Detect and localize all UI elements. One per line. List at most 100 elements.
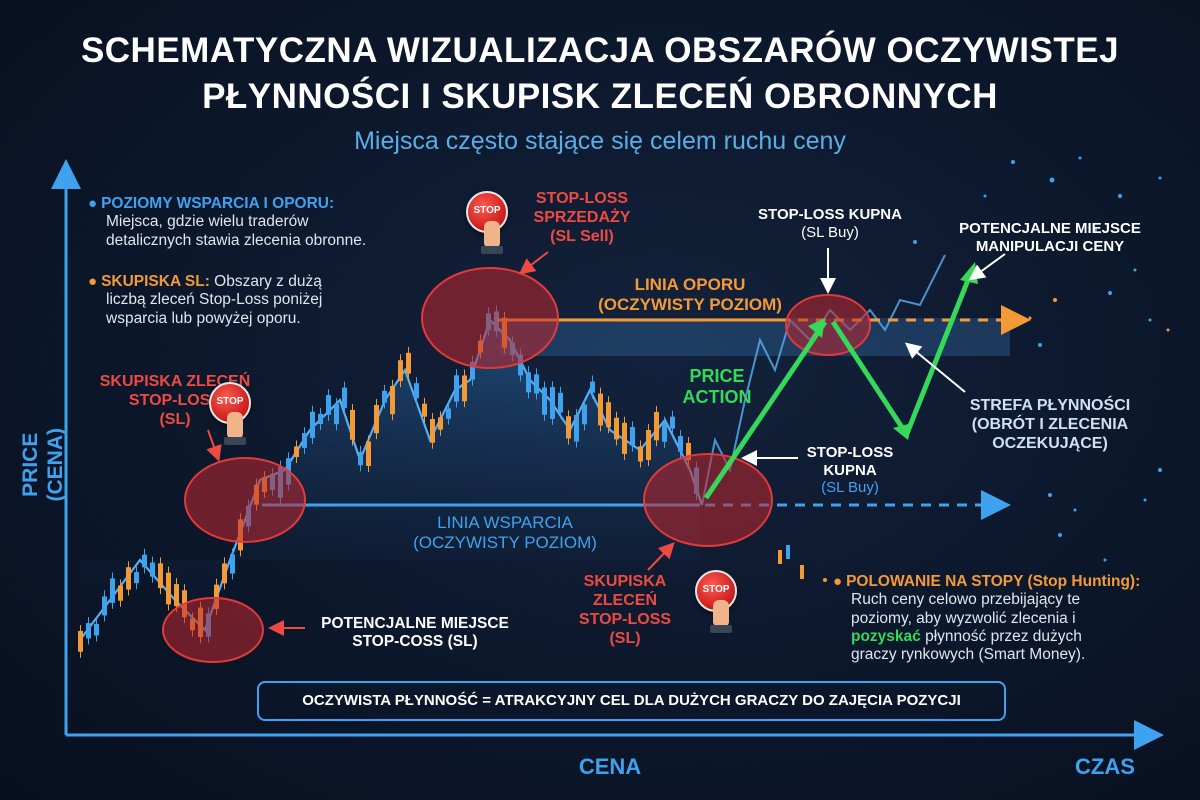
candle-body	[390, 385, 395, 415]
candle-body	[778, 550, 782, 564]
legend-levels-line-2: detalicznych stawia zlecenia obronne.	[106, 231, 367, 249]
candle-body	[230, 554, 235, 574]
candle-body	[662, 422, 667, 442]
title-line-2: PŁYNNOŚCI I SKUPISK ZLECEŃ OBRONNYCH	[202, 77, 998, 116]
label-potential-sl-2: STOP-COSS (SL)	[352, 633, 478, 651]
arrow-sl-cluster-bottom	[647, 542, 675, 571]
candle-body	[158, 563, 163, 589]
candle-body	[430, 419, 435, 443]
label-price-action: PRICE ACTION	[672, 366, 762, 408]
candle-body	[518, 354, 523, 376]
sl-zone-resistance-break	[785, 294, 871, 356]
candle-body	[102, 596, 107, 616]
decorative-dots-orange	[823, 298, 1170, 582]
stop-button-text: STOP	[216, 396, 244, 407]
candle-body	[302, 433, 307, 448]
banner-box	[257, 681, 1006, 721]
sl-zone-bottom-left	[162, 597, 264, 663]
sl-zone-support-break	[643, 453, 773, 547]
candle-body	[630, 427, 635, 446]
arrow-liquidity-zone	[904, 342, 966, 393]
candle-body	[638, 446, 643, 462]
subtitle: Miejsca często stające się celem ruchu c…	[354, 127, 846, 155]
candle-body	[558, 392, 563, 413]
hand-cuff-icon	[481, 246, 503, 254]
arrow-manipulation	[968, 253, 1006, 281]
candle-body	[622, 422, 627, 454]
candle-body	[454, 375, 459, 402]
label-price-action-1: PRICE	[689, 366, 745, 386]
candle-body	[470, 361, 475, 380]
candle-body	[406, 352, 411, 374]
candle-body	[646, 429, 651, 460]
legend-sl-line-3: wsparcia lub powyżej oporu.	[106, 309, 301, 327]
candle-body	[534, 374, 539, 394]
candle-body	[582, 404, 587, 425]
candle-body	[222, 563, 227, 584]
legend-item-sl: ● SKUPISKA SL: Obszary z dużą liczbą zlec…	[88, 273, 323, 327]
label-sl-buy-top-2: (SL Buy)	[801, 223, 859, 241]
candle-body	[786, 545, 790, 559]
hand-pointer-icon	[713, 600, 729, 626]
candle-body	[462, 375, 467, 402]
label-potential-sl: POTENCJALNE MIEJSCE STOP-COSS (SL)	[305, 615, 525, 652]
label-sl-buy-top: STOP-LOSS KUPNA (SL Buy)	[740, 206, 920, 241]
arrow-sl-sell	[518, 251, 549, 275]
stop-hunting-line-2: poziomy, aby wyzwolić zlecenia i	[851, 609, 1076, 627]
candle-body	[310, 411, 315, 438]
decorative-dots	[913, 156, 1162, 562]
legend-item-levels: ● POZIOMY WSPARCIA I OPORU: Miejsca, gdzi…	[88, 195, 367, 249]
x-axis-label-center: CENA	[578, 754, 642, 779]
candle-body	[566, 416, 571, 439]
candle-body	[598, 393, 603, 426]
candle-body	[446, 408, 451, 419]
candle-body	[318, 413, 323, 424]
candle-body	[94, 623, 99, 636]
candle-body	[590, 381, 595, 393]
banner-text: OCZYWISTA PŁYNNOŚĆ = ATRAKCYJNY CEL DLA …	[302, 692, 961, 709]
hand-pointer-icon	[484, 221, 500, 247]
hand-cuff-icon	[224, 437, 246, 445]
candle-body	[214, 584, 219, 609]
candle-body	[366, 441, 371, 466]
green-arrowhead-3	[960, 262, 978, 284]
label-manipulation-2: MANIPULACJI CENY	[975, 237, 1125, 255]
label-sl-cluster-bottom-2: ZLECEŃ	[593, 591, 657, 609]
label-liquidity-zone-2: (OBRÓT I ZLECENIA	[971, 415, 1129, 433]
label-resistance-line: LINIA OPORU (OCZYWISTY POZIOM)	[585, 275, 795, 315]
label-sl-buy-mid-3: (SL Buy)	[821, 479, 879, 497]
label-resistance-line-1: LINIA OPORU	[634, 275, 746, 294]
green-move-down	[830, 320, 908, 434]
label-sl-cluster-bottom: SKUPISKA ZLECEŃ STOP-LOSS (SL)	[575, 573, 675, 649]
candle-body	[678, 436, 683, 452]
candle-body	[350, 409, 355, 440]
candle-body	[574, 414, 579, 442]
candle-body	[110, 578, 115, 603]
candle-body	[294, 446, 299, 457]
stop-hunting-line-1: Ruch ceny celowo przebijający te	[851, 591, 1081, 609]
label-price-action-2: ACTION	[682, 387, 752, 408]
label-manipulation-1: POTENCJALNE MIEJSCE	[959, 220, 1141, 237]
green-move-up-2	[903, 269, 975, 437]
candle-body	[398, 360, 403, 382]
stop-hunting-line-4: graczy rynkowych (Smart Money).	[851, 646, 1086, 664]
candle-body	[174, 584, 179, 607]
green-arrowhead-1	[808, 318, 825, 338]
label-sl-buy-mid: STOP-LOSS KUPNA (SL Buy)	[790, 444, 910, 497]
label-liquidity-zone: STREFA PŁYNNOŚCI (OBRÓT I ZLECENIA OCZEK…	[950, 397, 1150, 454]
candle-body	[150, 562, 155, 577]
legend-sl-heading: SKUPISKA SL:	[101, 273, 210, 290]
candle-body	[126, 567, 131, 590]
label-sl-cluster-left-2: STOP-LOSS	[128, 391, 222, 409]
candle-body	[382, 390, 387, 403]
candle-body	[78, 630, 83, 652]
x-axis-label-right: CZAS	[1075, 754, 1135, 779]
candle-body	[134, 572, 139, 584]
candle-body	[614, 417, 619, 440]
hand-pointer-icon	[227, 412, 243, 438]
candle-body	[686, 442, 691, 461]
legend-levels-line-1: Miejsca, gdzie wielu traderów	[106, 213, 309, 231]
label-liquidity-zone-3: OCZEKUJĄCE)	[992, 434, 1108, 452]
candle-body	[542, 387, 547, 415]
